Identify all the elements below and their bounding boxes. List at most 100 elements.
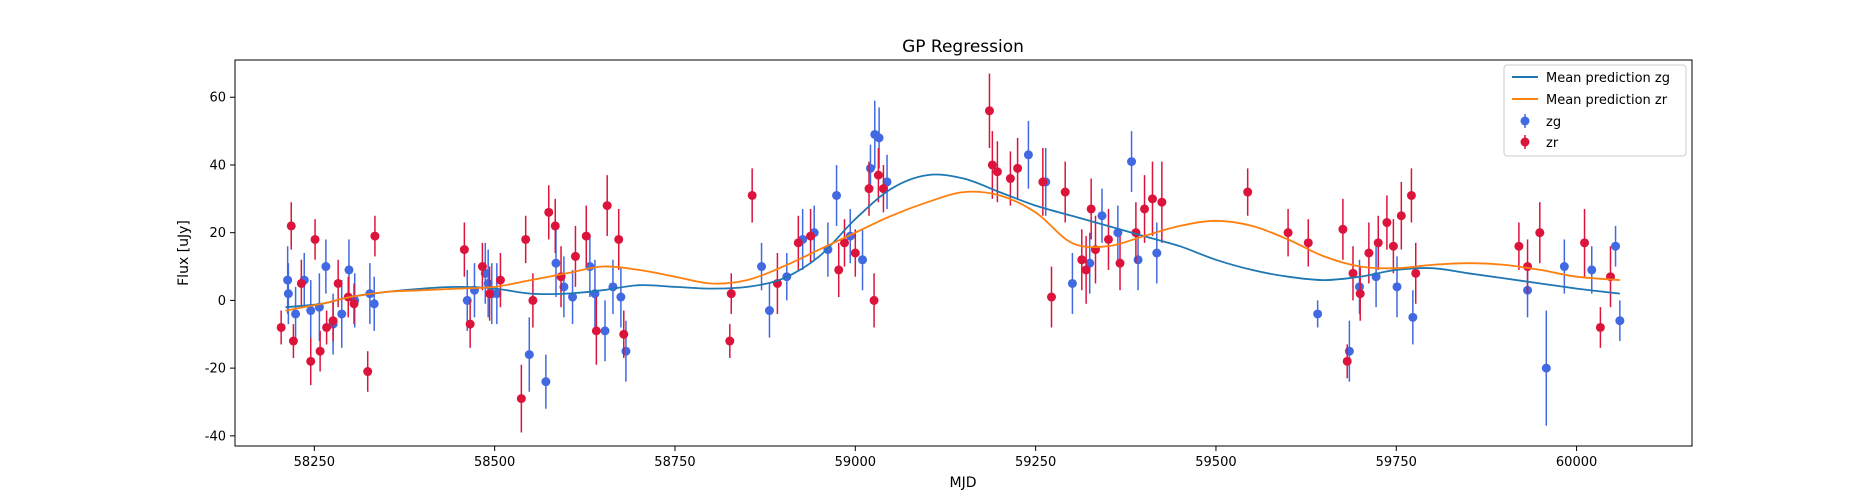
data-point-zg xyxy=(1085,258,1095,268)
data-point-zr xyxy=(1411,268,1421,278)
data-point-zr xyxy=(591,326,601,336)
data-point-zg xyxy=(1113,228,1123,238)
x-tick-label: 58250 xyxy=(294,455,335,470)
data-point-zr xyxy=(1140,204,1150,214)
data-point-zg xyxy=(1127,157,1137,167)
data-point-zr xyxy=(315,346,325,356)
data-point-zr xyxy=(477,262,487,272)
data-point-zr xyxy=(793,238,803,248)
data-point-zr xyxy=(328,316,338,326)
y-tick-label: 20 xyxy=(209,226,226,241)
data-point-zg xyxy=(1067,278,1077,288)
data-point-zg xyxy=(541,377,551,387)
data-point-zg xyxy=(1344,346,1354,356)
y-tick-label: -20 xyxy=(205,362,226,377)
data-point-zr xyxy=(869,295,879,305)
data-point-zr xyxy=(1595,322,1605,332)
plot-area xyxy=(235,60,1692,446)
data-point-zr xyxy=(602,201,612,211)
data-point-zr xyxy=(726,289,736,299)
x-tick-label: 59500 xyxy=(1195,455,1236,470)
legend-label-mean-zg: Mean prediction zg xyxy=(1546,71,1670,86)
data-point-zg xyxy=(344,265,354,275)
data-point-zr xyxy=(873,170,883,180)
x-tick-label: 59250 xyxy=(1015,455,1056,470)
data-point-zr xyxy=(581,231,591,241)
data-point-zr xyxy=(485,289,495,299)
data-point-zr xyxy=(839,238,849,248)
data-point-zg xyxy=(874,133,884,143)
data-point-zg xyxy=(492,289,502,299)
data-point-zr xyxy=(310,234,320,244)
x-tick-label: 58500 xyxy=(474,455,515,470)
data-point-zr xyxy=(495,275,505,285)
data-point-zr xyxy=(1147,194,1157,204)
data-point-zr xyxy=(1382,218,1392,228)
data-point-zr xyxy=(1303,238,1313,248)
data-point-zr xyxy=(1060,187,1070,197)
mean-prediction-line-zr xyxy=(285,190,1620,312)
data-point-zr xyxy=(1355,289,1365,299)
data-point-zr xyxy=(570,251,580,261)
legend-marker-zg xyxy=(1520,116,1530,126)
legend: Mean prediction zg Mean prediction zr zg… xyxy=(1503,64,1687,157)
data-point-zr xyxy=(286,221,296,231)
legend-box xyxy=(1503,64,1687,157)
x-tick-label: 59000 xyxy=(835,455,876,470)
data-point-zg xyxy=(568,292,578,302)
y-axis-label: Flux [uJy] xyxy=(176,220,192,286)
data-point-zr xyxy=(1338,224,1348,234)
data-point-zr xyxy=(619,329,629,339)
lines-layer xyxy=(285,173,1620,312)
data-point-zr xyxy=(306,356,316,366)
data-point-zr xyxy=(1388,241,1398,251)
y-tick-label: 40 xyxy=(209,158,226,173)
data-point-zg xyxy=(865,163,875,173)
data-point-zg xyxy=(1611,241,1621,251)
x-tick-label: 60000 xyxy=(1556,455,1597,470)
y-tick-label: 60 xyxy=(209,91,226,106)
data-point-zr xyxy=(370,231,380,241)
data-point-zr xyxy=(1514,241,1524,251)
data-point-zg xyxy=(616,292,626,302)
data-point-zr xyxy=(276,322,286,332)
data-point-zr xyxy=(987,160,997,170)
data-point-zg xyxy=(291,309,301,319)
data-point-zr xyxy=(528,295,538,305)
data-point-zg xyxy=(551,258,561,268)
legend-marker-zr xyxy=(1520,137,1530,147)
data-point-zr xyxy=(850,248,860,258)
data-point-zg xyxy=(1587,265,1597,275)
x-axis: 58250 58500 58750 59000 59250 59500 59750 60000 xyxy=(294,446,1597,470)
data-point-zr xyxy=(1103,234,1113,244)
data-point-zr xyxy=(747,190,757,200)
data-point-zg xyxy=(600,326,610,336)
data-point-zr xyxy=(550,221,560,231)
data-point-zr xyxy=(363,367,373,377)
data-point-zg xyxy=(1615,316,1625,326)
data-point-zr xyxy=(1077,255,1087,265)
data-point-zg xyxy=(483,278,493,288)
x-axis-label: MJD xyxy=(950,475,977,491)
data-point-zr xyxy=(984,106,994,116)
data-point-zg xyxy=(337,309,347,319)
plot-frame xyxy=(234,59,1693,447)
data-point-zr xyxy=(1086,204,1096,214)
data-point-zr xyxy=(878,184,888,194)
y-tick-label: 0 xyxy=(218,294,226,309)
legend-label-zr: zr xyxy=(1546,136,1559,151)
data-point-zg xyxy=(321,262,331,272)
data-point-zr xyxy=(1005,174,1015,184)
data-point-zr xyxy=(521,234,531,244)
data-point-zg xyxy=(1392,282,1402,292)
x-tick-label: 59750 xyxy=(1376,455,1417,470)
data-point-zg xyxy=(1023,150,1033,160)
data-point-zr xyxy=(1580,238,1590,248)
data-point-zr xyxy=(322,322,332,332)
x-tick-label: 58750 xyxy=(654,455,695,470)
data-point-zg xyxy=(1408,312,1418,322)
legend-label-zg: zg xyxy=(1546,115,1561,130)
data-point-zg xyxy=(1559,262,1569,272)
data-point-zr xyxy=(1157,197,1167,207)
